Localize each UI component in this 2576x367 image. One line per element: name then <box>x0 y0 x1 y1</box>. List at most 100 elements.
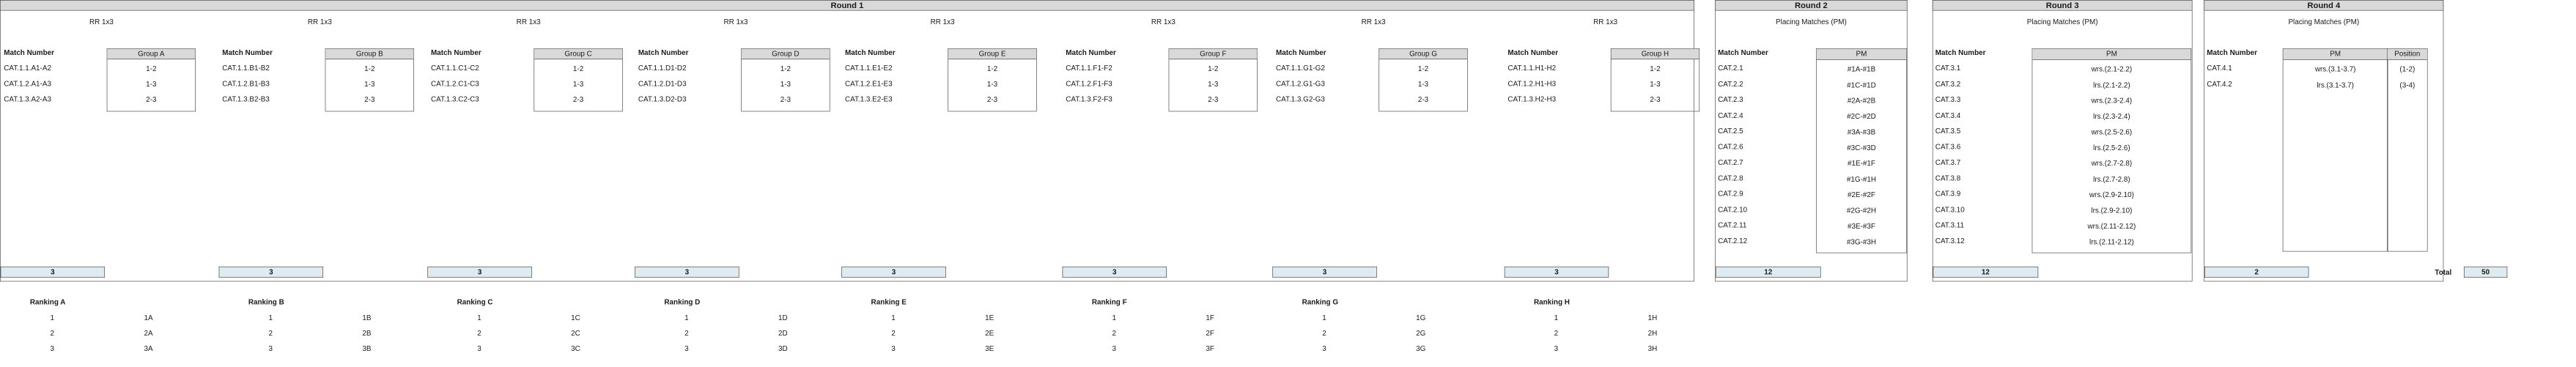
match-number-header: Match Number <box>1066 48 1116 57</box>
match-number: CAT.1.1.B1-B2 <box>222 64 270 73</box>
round3-pm-table: PM wrs.(2.1-2.2) lrs.(2.1-2.2) wrs.(2.3-2.4… <box>2031 48 2192 253</box>
position-header: Position <box>2387 48 2427 60</box>
ranking-slot: 2E <box>985 329 994 338</box>
match-number: CAT.3.3 <box>1935 95 1961 104</box>
rr-format-label: RR 1x3 <box>1361 18 1386 26</box>
ranking-position: 1 <box>684 314 689 322</box>
match-number: CAT.3.6 <box>1935 142 1961 152</box>
match-number: CAT.2.12 <box>1718 237 1748 245</box>
match-number: CAT.3.1 <box>1935 64 1961 73</box>
ranking-position: 3 <box>891 344 896 353</box>
ranking-header: Ranking A <box>29 297 66 306</box>
group-header: Group A <box>107 48 196 60</box>
match-number: CAT.2.3 <box>1718 95 1743 104</box>
ranking-position: 2 <box>1322 329 1326 338</box>
pm-pairing: #3A-#3B <box>1847 127 1876 136</box>
match-pair: 2-3 <box>986 95 998 104</box>
ranking-position: 3 <box>1112 344 1117 353</box>
ranking-position: 2 <box>1554 329 1559 338</box>
tournament-sheet: Round 1 RR 1x3 Match Number CAT.1.1.A1-A2 CA… <box>0 0 2508 353</box>
ranking-position: 1 <box>1554 314 1559 322</box>
ranking-header: Ranking G <box>1302 297 1339 306</box>
round4-match-count: 2 <box>2204 266 2309 278</box>
match-number: CAT.3.5 <box>1935 127 1961 136</box>
pm-pairing: #3G-#3H <box>1846 237 1877 246</box>
round3-subtitle: Placing Matches (PM) <box>2026 18 2098 26</box>
ranking-header: Ranking D <box>664 297 701 306</box>
match-number: CAT.2.9 <box>1718 190 1743 199</box>
match-pair: 2-3 <box>364 95 375 104</box>
match-number: CAT.2.7 <box>1718 158 1743 167</box>
round1-match-count: 3 <box>0 266 106 278</box>
group-table: Group E 1-2 1-3 2-3 <box>948 48 1037 112</box>
round1-match-count: 3 <box>1062 266 1167 278</box>
pm-pairing: #2A-#2B <box>1847 96 1876 105</box>
ranking-position: 3 <box>1554 344 1559 353</box>
group-header: Group H <box>1611 48 1700 60</box>
match-number-header: Match Number <box>1718 48 1768 57</box>
pm-pairing: wrs.(2.11-2.12) <box>2087 222 2136 231</box>
match-number: CAT.3.7 <box>1935 158 1961 167</box>
ranking-slot: 2H <box>1647 329 1658 338</box>
group-table: Group C 1-2 1-3 2-3 <box>534 48 623 112</box>
match-number-header: Match Number <box>1507 48 1559 57</box>
match-number: CAT.1.3.A2-A3 <box>4 94 51 104</box>
pm-pairing: lrs.(2.11-2.12) <box>2089 237 2134 246</box>
group-header: Group B <box>325 48 414 60</box>
group-header: Group G <box>1379 48 1468 60</box>
match-number: CAT.1.2.F1-F3 <box>1066 79 1112 88</box>
pm-pairing: wrs.(2.9-2.10) <box>2089 190 2134 199</box>
match-number: CAT.2.11 <box>1718 220 1747 230</box>
match-number: CAT.3.10 <box>1935 205 1965 214</box>
rr-format-label: RR 1x3 <box>1151 18 1176 26</box>
pm-pairing: wrs.(3.1-3.7) <box>2314 64 2356 74</box>
match-pair: 1-3 <box>1417 80 1429 89</box>
match-pair: 1-2 <box>780 64 791 73</box>
match-number: CAT.1.1.H1-H2 <box>1507 64 1557 73</box>
match-number: CAT.1.1.E1-E2 <box>844 64 893 73</box>
match-number: CAT.2.10 <box>1718 205 1748 214</box>
match-number-header: Match Number <box>844 48 896 57</box>
pm-pairing: wrs.(2.7-2.8) <box>2091 159 2133 168</box>
pm-pairing: lrs.(2.5-2.6) <box>2093 144 2130 152</box>
round1-match-count: 3 <box>427 266 532 278</box>
round4-position-table: Position (1-2) (3-4) <box>2387 48 2428 252</box>
ranking-header: Ranking E <box>871 297 907 306</box>
round1-header: Round 1 <box>0 0 1694 11</box>
group-table: Group B 1-2 1-3 2-3 <box>325 48 414 112</box>
pm-pairing: #3E-#3F <box>1847 222 1875 231</box>
ranking-slot: 1G <box>1416 314 1426 322</box>
match-number: CAT.1.1.F1-F2 <box>1066 64 1112 73</box>
ranking-slot: 2F <box>1206 329 1214 338</box>
match-number: CAT.1.3.E2-E3 <box>844 94 893 104</box>
group-table: Group A 1-2 1-3 2-3 <box>106 48 196 112</box>
total-label: Total <box>2435 268 2452 277</box>
match-number: CAT.1.1.A1-A2 <box>4 64 51 73</box>
match-number-header: Match Number <box>431 48 481 57</box>
ranking-position: 3 <box>50 344 55 353</box>
ranking-header: Ranking F <box>1091 297 1127 306</box>
round3-header: Round 3 <box>1932 0 2193 11</box>
match-number-header: Match Number <box>1935 48 1986 57</box>
match-number: CAT.1.3.C2-C3 <box>431 94 479 104</box>
round1-panel <box>0 0 1694 282</box>
round2-pm-table: PM #1A-#1B #1C-#1D #2A-#2B #2C-#2D #3A-#3B #3C… <box>1815 48 1907 253</box>
position-range: (1-2) <box>2399 64 2416 74</box>
match-pair: 1-3 <box>1208 80 1219 89</box>
match-pair: 1-3 <box>1650 80 1661 89</box>
match-number-header: Match Number <box>4 48 54 57</box>
match-number: CAT.1.2.D1-D3 <box>638 79 687 88</box>
round1-match-count: 3 <box>218 266 324 278</box>
ranking-slot: 2A <box>144 329 153 338</box>
group-table: Group F 1-2 1-3 2-3 <box>1168 48 1258 112</box>
match-number: CAT.1.3.B2-B3 <box>222 94 270 104</box>
round1-match-count: 3 <box>841 266 946 278</box>
total-value: 50 <box>2463 266 2508 278</box>
ranking-position: 3 <box>1322 344 1326 353</box>
match-pair: 1-2 <box>986 64 998 73</box>
match-number: CAT.2.8 <box>1718 174 1743 182</box>
match-number: CAT.3.4 <box>1935 111 1961 120</box>
ranking-slot: 3E <box>985 344 994 353</box>
pm-pairing: lrs.(3.1-3.7) <box>2317 81 2354 89</box>
round2-subtitle: Placing Matches (PM) <box>1776 18 1847 26</box>
